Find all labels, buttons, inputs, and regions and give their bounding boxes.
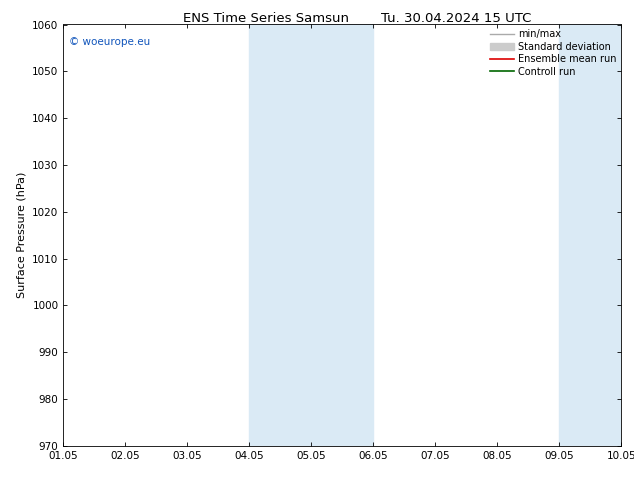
Legend: min/max, Standard deviation, Ensemble mean run, Controll run: min/max, Standard deviation, Ensemble me… (488, 27, 618, 78)
Text: ENS Time Series Samsun: ENS Time Series Samsun (183, 12, 349, 25)
Y-axis label: Surface Pressure (hPa): Surface Pressure (hPa) (16, 172, 27, 298)
Bar (249, 24, 311, 446)
Bar (311, 24, 373, 446)
Text: Tu. 30.04.2024 15 UTC: Tu. 30.04.2024 15 UTC (381, 12, 532, 25)
Bar (559, 24, 621, 446)
Text: © woeurope.eu: © woeurope.eu (69, 37, 150, 47)
